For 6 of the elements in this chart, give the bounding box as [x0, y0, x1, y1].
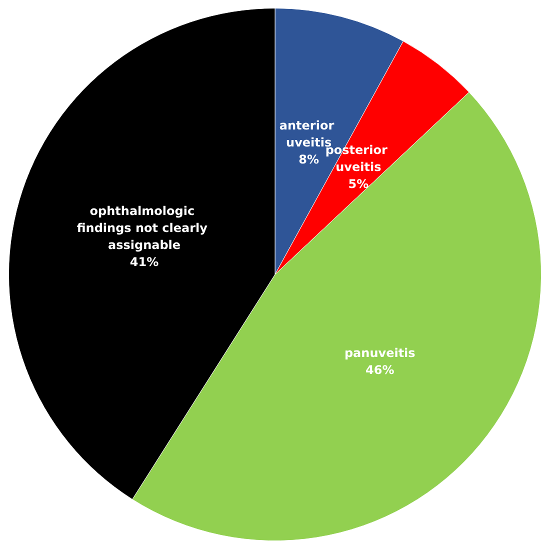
data-label: 46% — [366, 362, 394, 377]
data-label: 41% — [130, 255, 159, 270]
slice-label: panuveitis — [344, 346, 416, 360]
data-label: 8% — [298, 152, 320, 167]
data-label: 5% — [348, 176, 369, 191]
slice-label: ophthalmologic findings not clearly assignable — [76, 204, 212, 252]
